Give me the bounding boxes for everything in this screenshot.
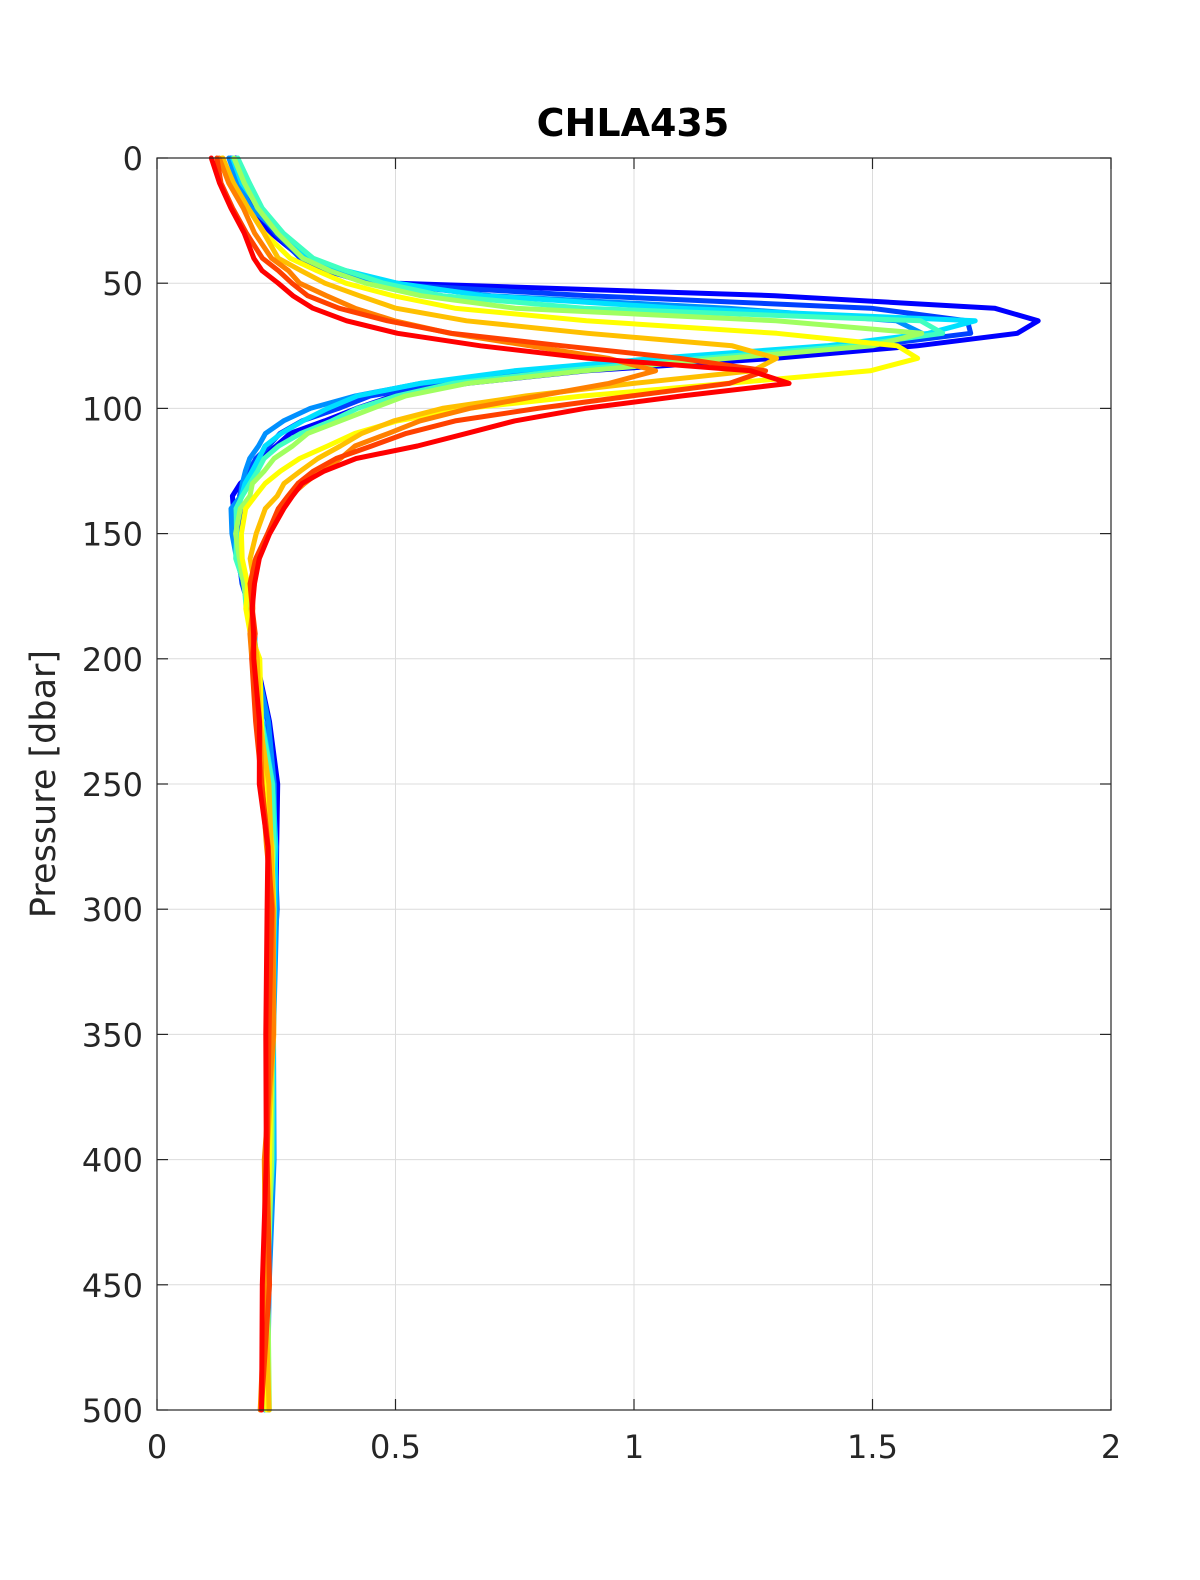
- tick-layer: 0 0.5 1 1.5 2 0 50 100 150 200 250 300 350 400 450 500: [82, 140, 1121, 1466]
- y-tick-label: 450: [82, 1267, 143, 1305]
- y-tick-label: 0: [123, 140, 143, 178]
- y-tick-label: 500: [82, 1392, 143, 1430]
- x-tick-label: 1.5: [847, 1428, 898, 1466]
- y-tick-label: 100: [82, 390, 143, 428]
- y-tick-label: 200: [82, 641, 143, 679]
- series-line-5: [233, 155, 946, 1413]
- x-tick-label: 1: [624, 1428, 644, 1466]
- x-tick-label: 0: [147, 1428, 167, 1466]
- y-tick-label: 150: [82, 516, 143, 554]
- series-line-11: [208, 155, 792, 1413]
- y-tick-label: 250: [82, 766, 143, 804]
- y-axis-label: Pressure [dbar]: [24, 650, 64, 918]
- x-tick-label: 2: [1101, 1428, 1121, 1466]
- y-tick-label: 50: [102, 265, 143, 303]
- y-tick-label: 300: [82, 891, 143, 929]
- chart-title: CHLA435: [537, 101, 730, 145]
- series-layer: [208, 155, 1041, 1413]
- y-tick-label: 400: [82, 1142, 143, 1180]
- series-line-8: [220, 155, 779, 1413]
- y-tick-label: 350: [82, 1016, 143, 1054]
- x-tick-label: 0.5: [370, 1428, 421, 1466]
